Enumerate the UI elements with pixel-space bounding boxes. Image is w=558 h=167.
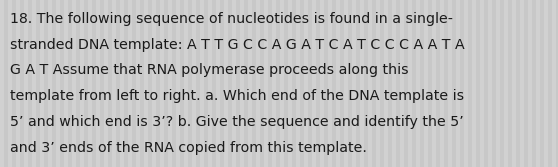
Bar — [96, 0, 100, 167]
Bar — [512, 0, 516, 167]
Bar — [472, 0, 476, 167]
Bar — [136, 0, 140, 167]
Bar — [368, 0, 372, 167]
Bar — [432, 0, 436, 167]
Bar — [408, 0, 412, 167]
Bar — [168, 0, 172, 167]
Bar — [464, 0, 468, 167]
Bar — [56, 0, 60, 167]
Bar — [544, 0, 548, 167]
Text: 18. The following sequence of nucleotides is found in a single-: 18. The following sequence of nucleotide… — [10, 12, 453, 26]
Bar — [48, 0, 52, 167]
Bar — [504, 0, 508, 167]
Text: G A T Assume that RNA polymerase proceeds along this: G A T Assume that RNA polymerase proceed… — [10, 63, 408, 77]
Bar — [328, 0, 332, 167]
Bar — [128, 0, 132, 167]
Bar — [264, 0, 268, 167]
Text: stranded DNA template: A T T G C C A G A T C A T C C C A A T A: stranded DNA template: A T T G C C A G A… — [10, 38, 465, 52]
Bar — [16, 0, 20, 167]
Text: 5’ and which end is 3’? b. Give the sequence and identify the 5’: 5’ and which end is 3’? b. Give the sequ… — [10, 115, 464, 129]
Bar — [304, 0, 308, 167]
Bar — [224, 0, 228, 167]
Bar — [448, 0, 452, 167]
Bar — [64, 0, 68, 167]
Bar — [0, 0, 4, 167]
Bar — [336, 0, 340, 167]
Bar — [488, 0, 492, 167]
Bar — [552, 0, 556, 167]
Bar — [24, 0, 28, 167]
Bar — [8, 0, 12, 167]
Bar — [144, 0, 148, 167]
Bar — [344, 0, 348, 167]
Bar — [280, 0, 284, 167]
Bar — [88, 0, 92, 167]
Bar — [400, 0, 404, 167]
Bar — [480, 0, 484, 167]
Bar — [176, 0, 180, 167]
Text: template from left to right. a. Which end of the DNA template is: template from left to right. a. Which en… — [10, 89, 464, 103]
Bar — [240, 0, 244, 167]
Bar — [80, 0, 84, 167]
Bar — [536, 0, 540, 167]
Bar — [112, 0, 116, 167]
Bar — [120, 0, 124, 167]
Bar — [104, 0, 108, 167]
Bar — [528, 0, 532, 167]
Bar — [40, 0, 44, 167]
Bar — [216, 0, 220, 167]
Bar — [296, 0, 300, 167]
Bar — [232, 0, 236, 167]
Bar — [208, 0, 212, 167]
Bar — [160, 0, 164, 167]
Bar — [440, 0, 444, 167]
Bar — [520, 0, 524, 167]
Bar — [360, 0, 364, 167]
Bar — [376, 0, 380, 167]
Bar — [272, 0, 276, 167]
Bar — [496, 0, 500, 167]
Bar — [320, 0, 324, 167]
Bar — [152, 0, 156, 167]
Bar — [424, 0, 428, 167]
Bar — [200, 0, 204, 167]
Bar — [352, 0, 356, 167]
Bar — [256, 0, 260, 167]
Bar — [392, 0, 396, 167]
Bar — [416, 0, 420, 167]
Bar — [312, 0, 316, 167]
Bar — [248, 0, 252, 167]
Bar — [32, 0, 36, 167]
Text: and 3’ ends of the RNA copied from this template.: and 3’ ends of the RNA copied from this … — [10, 141, 367, 155]
Bar — [192, 0, 196, 167]
Bar — [384, 0, 388, 167]
Bar — [72, 0, 76, 167]
Bar — [184, 0, 188, 167]
Bar — [456, 0, 460, 167]
Bar — [288, 0, 292, 167]
